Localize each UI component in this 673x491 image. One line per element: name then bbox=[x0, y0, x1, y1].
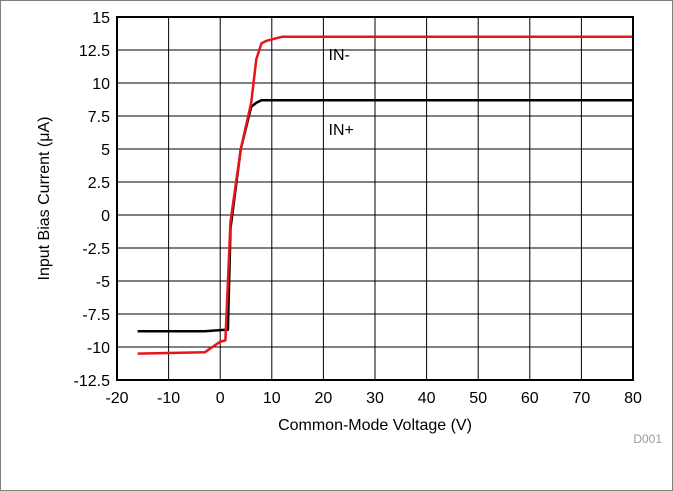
x-tick-label: -20 bbox=[105, 390, 128, 407]
series-annotation: IN+ bbox=[329, 122, 354, 139]
y-tick-label: 15 bbox=[92, 10, 110, 27]
y-tick-labels: 15 12.5 10 7.5 5 2.5 0 -2.5 -5 -7.5 -10 -12.5 bbox=[74, 10, 111, 390]
grid bbox=[116, 16, 634, 381]
series-annotations: IN- IN+ bbox=[329, 47, 354, 139]
x-tick-label: 0 bbox=[216, 390, 225, 407]
x-tick-label: 30 bbox=[366, 390, 384, 407]
series-line-in bbox=[137, 98, 633, 333]
x-tick-label: 10 bbox=[263, 390, 281, 407]
x-tick-label: 50 bbox=[469, 390, 487, 407]
y-tick-label: 0 bbox=[101, 208, 110, 225]
y-tick-label: 2.5 bbox=[88, 175, 110, 192]
y-tick-label: 12.5 bbox=[79, 43, 110, 60]
y-tick-label: -10 bbox=[87, 340, 110, 357]
y-tick-label: 7.5 bbox=[88, 109, 110, 126]
x-tick-label: 20 bbox=[315, 390, 333, 407]
series-annotation: IN- bbox=[329, 47, 350, 64]
y-tick-label: 10 bbox=[92, 76, 110, 93]
series-line-in bbox=[137, 35, 633, 355]
series-lines bbox=[137, 35, 633, 355]
figure-id-label: D001 bbox=[633, 432, 662, 446]
y-tick-label: 5 bbox=[101, 142, 110, 159]
x-tick-label: 80 bbox=[624, 390, 642, 407]
x-tick-label: -10 bbox=[157, 390, 180, 407]
y-axis-title: Input Bias Current (μA) bbox=[36, 117, 53, 281]
x-axis-title: Common-Mode Voltage (V) bbox=[278, 417, 472, 434]
x-tick-label: 70 bbox=[573, 390, 591, 407]
y-tick-label: -2.5 bbox=[82, 241, 110, 258]
y-tick-label: -7.5 bbox=[82, 307, 110, 324]
y-tick-label: -12.5 bbox=[74, 373, 111, 390]
x-tick-labels: -20 -10 0 10 20 30 40 50 60 70 80 bbox=[105, 390, 642, 407]
y-tick-label: -5 bbox=[96, 274, 110, 291]
x-tick-label: 60 bbox=[521, 390, 539, 407]
plot-frame bbox=[116, 16, 634, 381]
x-tick-label: 40 bbox=[418, 390, 436, 407]
